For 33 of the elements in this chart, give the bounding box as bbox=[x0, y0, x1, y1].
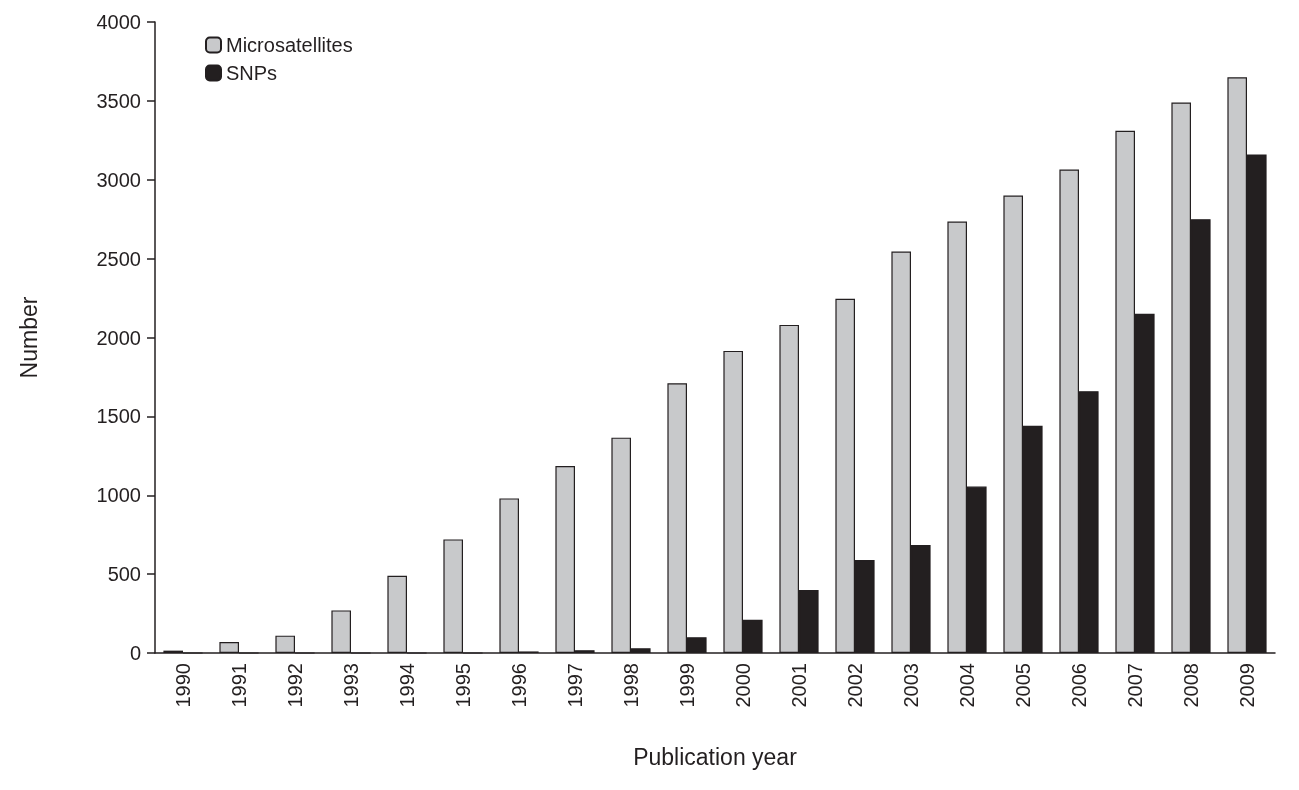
x-tick-label: 2008 bbox=[1180, 663, 1202, 708]
x-tick-label: 1990 bbox=[172, 663, 194, 708]
x-tick-label: 2005 bbox=[1012, 663, 1034, 708]
y-tick-label: 3000 bbox=[96, 168, 141, 191]
x-tick-label: 1999 bbox=[676, 663, 698, 708]
x-tick-label: 1992 bbox=[284, 663, 306, 708]
y-tick-label: 2000 bbox=[96, 326, 141, 349]
y-tick-label: 500 bbox=[107, 563, 141, 586]
x-tick-label: 1991 bbox=[228, 663, 250, 708]
y-tick-label: 1000 bbox=[96, 484, 141, 507]
x-tick-label: 2004 bbox=[956, 663, 978, 708]
x-axis-title: Publication year bbox=[633, 743, 798, 770]
x-tick-label: 1998 bbox=[620, 663, 642, 708]
legend-label: SNPs bbox=[226, 62, 278, 84]
x-tick-label: 1995 bbox=[452, 663, 474, 708]
x-tick-label: 2000 bbox=[732, 663, 754, 708]
y-tick-label: 3500 bbox=[96, 89, 141, 112]
y-tick-label: 4000 bbox=[96, 11, 141, 33]
x-tick-label: 2007 bbox=[1124, 663, 1146, 708]
y-tick-label: 1500 bbox=[96, 405, 141, 428]
y-axis-title: Number bbox=[15, 296, 42, 379]
x-tick-label: 2002 bbox=[844, 663, 866, 708]
x-tick-label: 1994 bbox=[396, 663, 418, 708]
x-tick-label: 1996 bbox=[508, 663, 530, 708]
x-tick-label: 1997 bbox=[564, 663, 586, 708]
x-tick-label: 2001 bbox=[788, 663, 810, 708]
x-tick-label: 1993 bbox=[340, 663, 362, 708]
legend-label: Microsatellites bbox=[226, 34, 353, 56]
y-tick-label: 2500 bbox=[96, 247, 141, 270]
x-tick-label: 2003 bbox=[900, 663, 922, 708]
x-tick-label: 2009 bbox=[1236, 663, 1258, 708]
x-tick-label: 2006 bbox=[1068, 663, 1090, 708]
y-tick-label: 0 bbox=[129, 642, 141, 664]
